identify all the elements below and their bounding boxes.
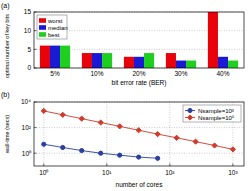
bar (218, 57, 228, 68)
bars (40, 12, 238, 68)
legend-box (183, 105, 241, 122)
bar (60, 46, 70, 68)
plot-area (34, 12, 244, 68)
tick-label: 5% (50, 70, 60, 77)
tick-label: 10⁴ (21, 98, 31, 105)
point (118, 153, 122, 157)
legend-swatch (39, 25, 46, 30)
axis-label: optimal number of key bits (4, 14, 10, 78)
panel-label: (a) (1, 2, 10, 10)
legend-marker (188, 108, 192, 112)
point (174, 135, 179, 140)
point (156, 156, 160, 160)
tick-mark (106, 164, 107, 167)
tick-label: 10⁰ (22, 150, 32, 157)
tick-mark (169, 164, 170, 167)
tick-mark (43, 164, 44, 167)
point (117, 124, 122, 129)
bar (186, 61, 196, 68)
legend-swatch (39, 18, 46, 23)
tick-label: 10³ (228, 169, 238, 176)
legend-label: best (48, 32, 60, 38)
tick-label: 30% (174, 70, 187, 77)
tick-label: 10² (165, 169, 175, 176)
tick-mark (34, 49, 37, 50)
tick-label: 40% (216, 70, 229, 77)
axis-label: wall-time (secs) (4, 115, 10, 154)
bar (208, 12, 218, 68)
frame (34, 12, 244, 68)
tick-label: 10⁰ (39, 169, 49, 176)
tick-label: 10% (90, 70, 103, 77)
legend: worstmedianbest (37, 15, 68, 39)
grid-line (106, 102, 107, 166)
legend: Nsample=10³Nsample=10⁵ (183, 105, 241, 122)
point (79, 116, 84, 121)
legend-swatch (39, 32, 46, 37)
frame (34, 102, 244, 166)
legend-label: Nsample=10³ (198, 108, 234, 114)
bar (176, 61, 186, 68)
tick-label: 15 (24, 8, 32, 15)
chart: (a) 0 5 10 15 5% 10% 20% 30% 40% bit error rate (B… (1, 2, 244, 87)
tick-label: 5 (27, 46, 31, 53)
tick-label: 10² (22, 124, 32, 131)
panel-label: (b) (1, 91, 10, 99)
legend-label: worst (47, 18, 63, 24)
legend-marker (187, 115, 192, 120)
bar (144, 53, 154, 68)
point (61, 145, 65, 149)
grid-line (34, 153, 244, 154)
point (99, 151, 103, 155)
bar (166, 53, 176, 68)
legend-label: median (48, 25, 68, 31)
point (136, 128, 141, 133)
figure: (a) 0 5 10 15 5% 10% 20% 30% 40% bit error rate (B… (0, 0, 249, 191)
bar (228, 61, 238, 68)
bar (102, 53, 112, 68)
chart: (b) 10⁰ 10² 10⁴ 10⁰ 10¹ 10² 10³ number of cores w… (1, 91, 244, 188)
point (193, 139, 198, 144)
bar (40, 46, 50, 68)
plot-area (34, 102, 244, 166)
tick-mark (232, 164, 233, 167)
bar (124, 57, 134, 68)
point (137, 155, 141, 159)
grid-line (169, 102, 170, 166)
tick-mark (34, 127, 37, 128)
legend-label: Nsample=10⁵ (198, 115, 235, 121)
point (212, 143, 217, 148)
axis-label: bit error rate (BER) (112, 79, 167, 87)
point (60, 112, 65, 117)
point (155, 132, 160, 137)
point (41, 108, 46, 113)
line (44, 144, 158, 158)
tick-label: 0 (27, 64, 31, 71)
bar (50, 46, 60, 68)
tick-mark (34, 153, 37, 154)
legend-box (37, 15, 67, 39)
point (42, 142, 46, 146)
bar (92, 53, 102, 68)
bar (82, 53, 92, 68)
bar (134, 57, 144, 68)
point (230, 147, 235, 152)
tick-mark (34, 30, 37, 31)
point (98, 120, 103, 125)
axis-label: number of cores (116, 181, 164, 188)
tick-label: 10 (24, 27, 32, 34)
lines (41, 108, 235, 160)
tick-label: 20% (132, 70, 145, 77)
point (80, 148, 84, 152)
tick-label: 10¹ (102, 169, 112, 176)
